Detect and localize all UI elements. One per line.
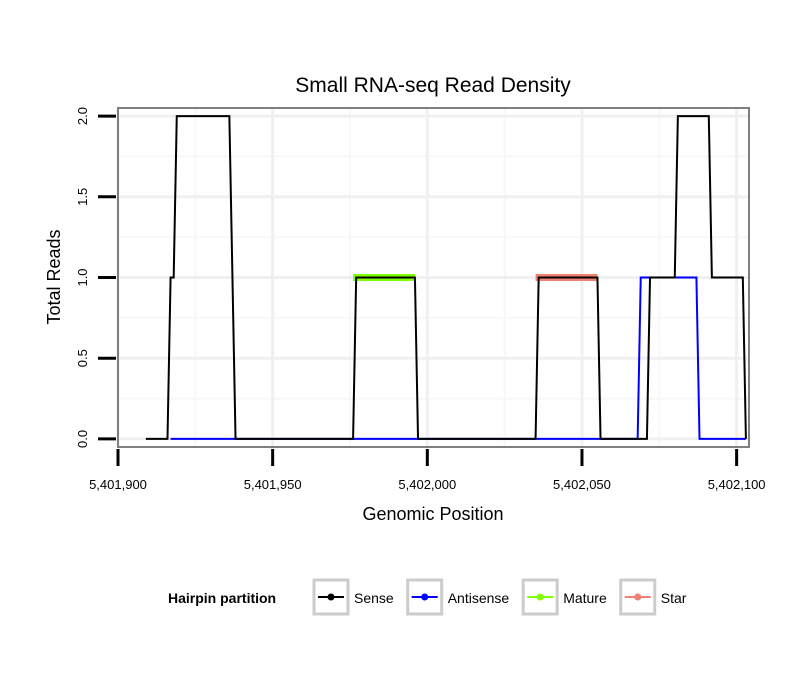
chart-title: Small RNA-seq Read Density — [295, 74, 571, 97]
x-tick-label: 5,402,050 — [553, 477, 611, 492]
legend-label-star: Star — [661, 590, 687, 606]
x-axis: 5,401,900 5,401,950 5,402,000 5,402,050 5,40… — [89, 449, 766, 492]
legend-label-sense: Sense — [354, 590, 394, 606]
legend-key-point — [536, 593, 544, 601]
x-tick-label: 5,402,000 — [398, 477, 456, 492]
y-tick-label: 0.5 — [75, 349, 90, 367]
legend-title: Hairpin partition — [168, 590, 276, 606]
series-line-sense — [145, 115, 747, 440]
legend-key-point — [421, 593, 429, 601]
y-tick-label: 1.0 — [75, 268, 90, 286]
y-axis-title: Total Reads — [44, 229, 64, 324]
x-axis-title: Genomic Position — [362, 504, 503, 524]
legend-label-mature: Mature — [563, 590, 607, 606]
y-axis: 0.0 0.5 1.0 1.5 2.0 — [75, 107, 116, 448]
y-tick-label: 0.0 — [75, 430, 90, 448]
legend-key-point — [327, 593, 335, 601]
legend: Hairpin partition Sense Antisense Mature St… — [168, 578, 687, 616]
x-tick-label: 5,401,950 — [244, 477, 302, 492]
legend-key-point — [634, 593, 642, 601]
y-tick-label: 2.0 — [75, 107, 90, 125]
legend-label-antisense: Antisense — [448, 590, 510, 606]
x-tick-label: 5,402,100 — [708, 477, 766, 492]
y-tick-label: 1.5 — [75, 188, 90, 206]
plot-panel-border — [117, 107, 750, 448]
series-layer — [145, 115, 747, 440]
x-tick-label: 5,401,900 — [89, 477, 147, 492]
